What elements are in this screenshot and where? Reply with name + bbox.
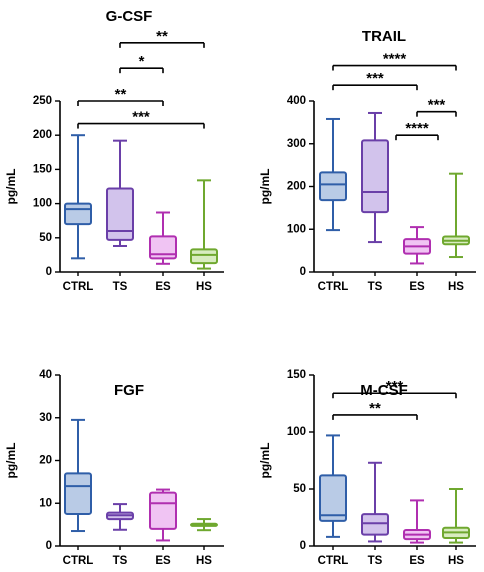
x-tick-label: CTRL [318, 555, 349, 567]
y-tick-label: 300 [287, 138, 306, 150]
y-tick-label: 150 [33, 163, 52, 175]
significance-label: **** [383, 51, 407, 68]
significance-bracket: **** [395, 120, 439, 141]
box-ts: TS [361, 111, 389, 293]
box-iqr [319, 474, 347, 522]
y-tick-label: 30 [39, 412, 52, 424]
box-ts: TS [106, 503, 134, 567]
significance-label: ** [115, 86, 127, 103]
y-tick-label: 20 [39, 455, 52, 467]
box-iqr [64, 202, 92, 226]
box-ctrl: CTRL [63, 134, 94, 293]
y-tick-label: 150 [287, 369, 306, 381]
significance-label: *** [132, 109, 150, 126]
y-axis-label: pg/mL [4, 443, 18, 479]
significance-label: * [139, 53, 145, 70]
box-es: ES [403, 499, 431, 567]
significance-bracket: **** [332, 51, 457, 71]
box-iqr [190, 248, 218, 265]
box-ctrl: CTRL [63, 418, 94, 567]
box-iqr [64, 472, 92, 515]
y-tick-label: 0 [300, 540, 306, 552]
y-tick-label: 200 [287, 181, 306, 193]
y-tick-label: 100 [33, 198, 52, 210]
y-tick-label: 400 [287, 95, 306, 107]
box-hs: HS [442, 172, 470, 293]
x-tick-label: HS [448, 281, 464, 293]
significance-bracket: *** [332, 378, 457, 399]
significance-bracket: ** [119, 28, 205, 48]
x-tick-label: TS [368, 281, 383, 293]
y-axis-label: pg/mL [258, 443, 272, 479]
y-tick-label: 0 [46, 266, 52, 278]
significance-label: *** [366, 70, 384, 87]
x-tick-label: ES [155, 555, 171, 567]
significance-label: *** [386, 378, 404, 395]
y-tick-label: 40 [39, 369, 52, 381]
y-tick-label: 100 [287, 223, 306, 235]
significance-bracket: *** [77, 109, 205, 129]
chart-title: TRAIL [362, 28, 406, 45]
x-tick-label: ES [409, 555, 425, 567]
box-iqr [361, 139, 389, 214]
y-tick-label: 200 [33, 129, 52, 141]
significance-bracket: ** [332, 400, 418, 420]
x-tick-label: TS [113, 555, 128, 567]
y-tick-label: 0 [300, 266, 306, 278]
x-tick-label: HS [196, 555, 212, 567]
box-ts: TS [106, 139, 134, 293]
x-tick-label: HS [448, 555, 464, 567]
y-tick-label: 50 [39, 232, 52, 244]
chart-panel-fgf: FGF pg/mL 0 10 20 30 40 CTRL TS ES HS [4, 369, 224, 567]
x-tick-label: TS [113, 281, 128, 293]
box-ctrl: CTRL [318, 434, 349, 567]
y-axis-label: pg/mL [4, 169, 18, 205]
x-tick-label: ES [155, 281, 171, 293]
box-es: ES [403, 226, 431, 293]
significance-bracket: ** [77, 86, 164, 106]
box-hs: HS [190, 518, 218, 567]
y-tick-label: 10 [39, 497, 52, 509]
x-tick-label: CTRL [318, 281, 349, 293]
x-tick-label: ES [409, 281, 425, 293]
box-ctrl: CTRL [318, 117, 349, 293]
box-es: ES [149, 211, 177, 293]
y-tick-label: 100 [287, 426, 306, 438]
significance-label: ** [156, 28, 168, 45]
y-tick-label: 250 [33, 95, 52, 107]
x-tick-label: CTRL [63, 281, 94, 293]
box-hs: HS [442, 488, 470, 567]
significance-label: **** [405, 120, 429, 137]
box-ts: TS [361, 461, 389, 567]
chart-title: M-CSF [360, 382, 408, 399]
box-iqr [361, 513, 389, 536]
box-iqr [319, 171, 347, 202]
x-tick-label: CTRL [63, 555, 94, 567]
x-tick-label: TS [368, 555, 383, 567]
y-axis-label: pg/mL [258, 169, 272, 205]
x-tick-label: HS [196, 281, 212, 293]
box-hs: HS [190, 179, 218, 293]
box-iqr [106, 187, 134, 241]
y-tick-label: 0 [46, 540, 52, 552]
box-es: ES [149, 488, 177, 567]
chart-title: FGF [114, 382, 144, 399]
box-iqr [149, 491, 177, 530]
box-iqr [149, 235, 177, 260]
significance-bracket: *** [416, 97, 457, 117]
significance-bracket: * [119, 53, 164, 74]
significance-label: *** [428, 97, 446, 114]
y-tick-label: 50 [293, 483, 306, 495]
chart-title: G-CSF [106, 8, 153, 25]
significance-label: ** [369, 400, 381, 417]
significance-bracket: *** [332, 70, 418, 91]
